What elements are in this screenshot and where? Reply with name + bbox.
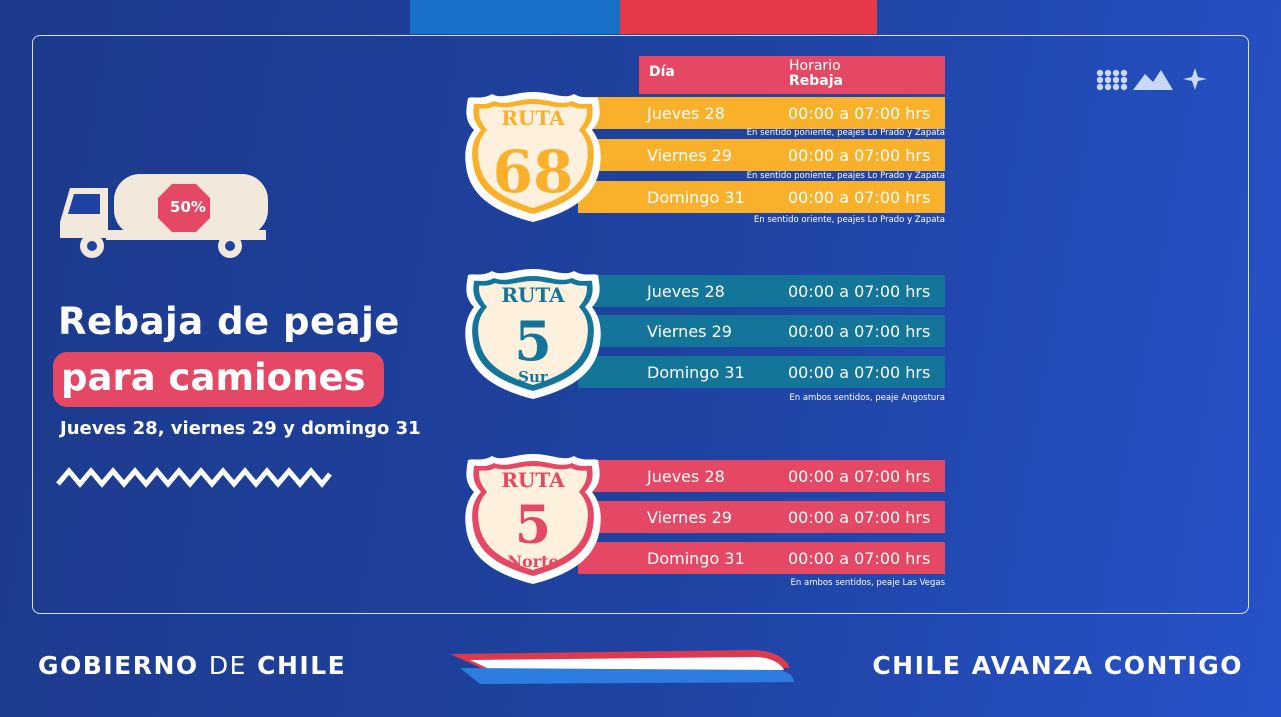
footer-chile: CHILE	[257, 651, 347, 680]
header-horario-label: Horario	[789, 58, 841, 74]
header-dia: Día	[649, 64, 675, 80]
row-time: 00:00 a 07:00 hrs	[788, 322, 931, 341]
shield-ruta-label: RUTA	[501, 468, 565, 492]
table-row: Domingo 31 00:00 a 07:00 hrs	[578, 542, 945, 574]
row-time: 00:00 a 07:00 hrs	[788, 188, 931, 207]
shield-number: 5	[514, 309, 552, 373]
table-row: Jueves 28 00:00 a 07:00 hrs	[578, 460, 945, 492]
header-horario: Horario Rebaja	[789, 59, 843, 89]
row-note: En sentido poniente, peajes Lo Prado y Z…	[746, 171, 945, 181]
zigzag-decoration-icon	[56, 467, 332, 488]
row-time: 00:00 a 07:00 hrs	[788, 549, 931, 568]
footer-slogan: CHILE AVANZA CONTIGO	[872, 651, 1243, 680]
route-note: En ambos sentidos, peaje Angostura	[789, 393, 945, 403]
row-time: 00:00 a 07:00 hrs	[788, 508, 931, 527]
shield-suffix: Norte	[507, 552, 558, 571]
discount-badge: 50%	[170, 198, 206, 216]
table-row: Viernes 29 00:00 a 07:00 hrs	[578, 501, 945, 533]
table-row: Viernes 29 00:00 a 07:00 hrs	[578, 139, 945, 171]
footer-gobierno-de-chile: GOBIERNO DE CHILE	[38, 651, 346, 680]
row-day: Domingo 31	[647, 549, 745, 568]
footer-gobierno: GOBIERNO	[38, 651, 199, 680]
route-note: En ambos sentidos, peaje Las Vegas	[790, 578, 945, 588]
row-time: 00:00 a 07:00 hrs	[788, 282, 931, 301]
row-time: 00:00 a 07:00 hrs	[788, 104, 931, 123]
dates-subtitle: Jueves 28, viernes 29 y domingo 31	[60, 418, 421, 439]
route-5-sur-shield-icon: RUTA 5 Sur	[465, 269, 601, 399]
header-rebaja-label: Rebaja	[789, 73, 843, 89]
route-5-norte-shield-icon: RUTA 5 Norte	[465, 454, 601, 584]
row-day: Jueves 28	[647, 467, 725, 486]
row-time: 00:00 a 07:00 hrs	[788, 467, 931, 486]
row-day: Viernes 29	[647, 146, 732, 165]
row-day: Viernes 29	[647, 508, 732, 527]
table-row: Viernes 29 00:00 a 07:00 hrs	[578, 315, 945, 347]
row-time: 00:00 a 07:00 hrs	[788, 363, 931, 382]
row-day: Jueves 28	[647, 104, 725, 123]
table-row: Jueves 28 00:00 a 07:00 hrs	[578, 97, 945, 129]
shield-number: 5	[515, 495, 551, 556]
row-day: Viernes 29	[647, 322, 732, 341]
table-row: Jueves 28 00:00 a 07:00 hrs	[578, 275, 945, 307]
row-note: En sentido poniente, peajes Lo Prado y Z…	[746, 128, 945, 138]
shield-ruta-label: RUTA	[501, 106, 565, 130]
brand-logo-icon	[1096, 68, 1207, 91]
headline-line1: Rebaja de peaje	[58, 300, 400, 343]
shield-suffix: Sur	[518, 368, 549, 386]
shield-number: 68	[493, 138, 574, 206]
row-note: En sentido oriente, peajes Lo Prado y Za…	[753, 215, 945, 225]
footer-de: DE	[208, 651, 247, 680]
tanker-truck-icon	[60, 174, 268, 258]
table-row: Domingo 31 00:00 a 07:00 hrs	[578, 181, 945, 213]
row-day: Domingo 31	[647, 188, 745, 207]
flag-swoosh-icon	[450, 650, 794, 684]
row-day: Jueves 28	[647, 282, 725, 301]
row-day: Domingo 31	[647, 363, 745, 382]
headline-line2: para camiones	[53, 352, 384, 407]
row-time: 00:00 a 07:00 hrs	[788, 146, 931, 165]
table-row: Domingo 31 00:00 a 07:00 hrs	[578, 356, 945, 388]
table-header: Día Horario Rebaja	[639, 56, 945, 94]
flag-stripe-blue	[410, 0, 620, 34]
content-frame	[32, 35, 1249, 614]
shield-ruta-label: RUTA	[501, 283, 565, 307]
route-68-shield-icon: RUTA 68	[465, 92, 601, 222]
flag-stripe-red	[620, 0, 877, 34]
